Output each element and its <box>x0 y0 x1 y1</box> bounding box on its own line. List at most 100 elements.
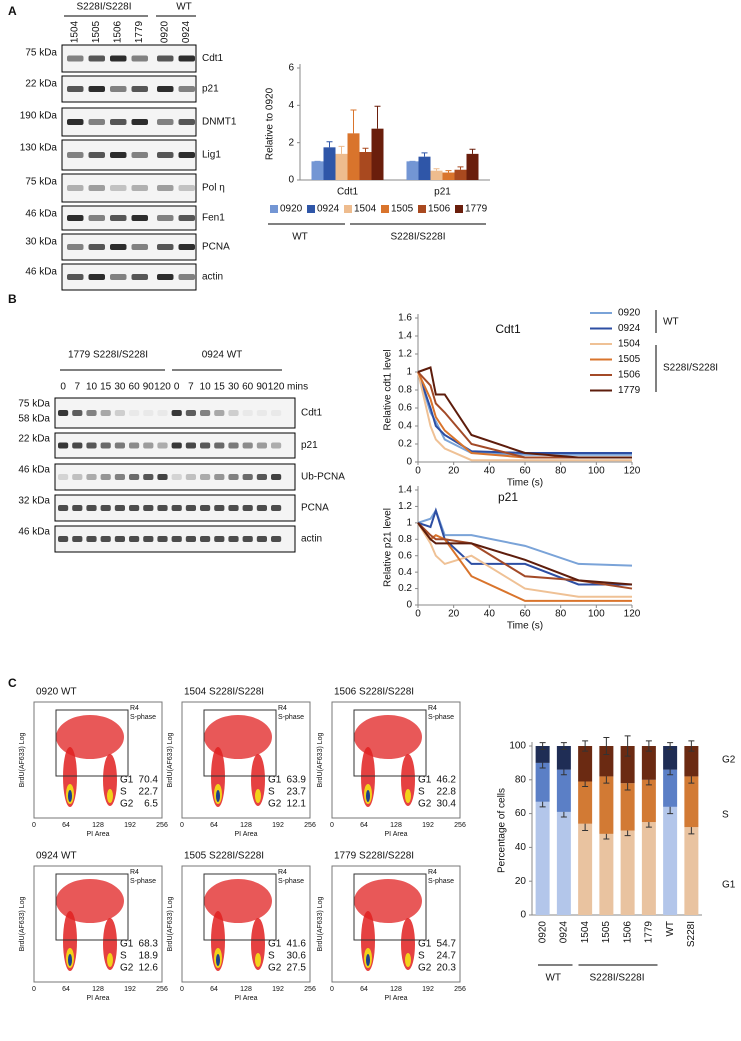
time-label: 60 <box>242 382 254 393</box>
y-axis-label: Relative to 0920 <box>265 87 276 160</box>
blot-band <box>131 55 148 62</box>
flow-gate <box>55 709 129 777</box>
x-tick-label: 120 <box>624 466 641 477</box>
blot-band <box>100 442 111 449</box>
gate-name: R4 <box>130 869 139 876</box>
flow-dots <box>251 754 265 806</box>
bar-segment <box>535 762 550 802</box>
flow-title: 0924 WT <box>36 851 77 862</box>
blot-frame <box>61 173 197 203</box>
y-tick-label: 0 <box>406 600 412 611</box>
blot-band <box>228 505 239 511</box>
x-tick-label: 128 <box>390 986 402 993</box>
blot-band <box>67 86 84 92</box>
time-label: 90 <box>256 382 268 393</box>
blot-band <box>100 474 111 480</box>
legend-label: 1779 <box>618 385 641 396</box>
blot-band <box>214 474 225 480</box>
panel-label: B <box>8 292 17 306</box>
line <box>417 371 632 462</box>
blot-band <box>271 505 282 511</box>
flow-dots <box>401 918 415 970</box>
blot-frame <box>61 139 197 171</box>
flow-dots <box>103 918 117 970</box>
phase-value: 27.5 <box>287 963 307 974</box>
blot-band <box>256 410 267 416</box>
bar <box>466 153 479 180</box>
phase-label: G2 <box>120 799 134 810</box>
flow-dots <box>68 954 72 966</box>
blot-band <box>242 442 253 449</box>
x-tick-label: 40 <box>484 609 496 620</box>
blot-band <box>200 442 211 449</box>
legend-label: 1505 <box>391 204 414 215</box>
y-tick-label: 1.4 <box>398 485 412 496</box>
blot-band <box>86 474 97 480</box>
gate-label: S-phase <box>428 714 454 721</box>
y-tick-label: 100 <box>509 741 526 752</box>
blot-band <box>100 410 111 416</box>
time-label: 60 <box>129 382 141 393</box>
y-tick-label: 1.2 <box>398 349 412 360</box>
time-label: 7 <box>188 382 194 393</box>
bar <box>442 172 455 180</box>
gate-name: R4 <box>428 869 437 876</box>
phase-value: 6.5 <box>144 799 158 810</box>
blot-band <box>143 442 154 449</box>
error-bar <box>362 147 369 152</box>
blot-band <box>228 410 239 416</box>
blot-band <box>143 536 154 542</box>
blot-band <box>178 215 195 221</box>
bar <box>323 147 336 180</box>
error-bar <box>469 148 476 154</box>
x-tick-label: 0 <box>32 822 36 829</box>
x-tick-label: 64 <box>62 822 70 829</box>
x-tick-label: 64 <box>62 986 70 993</box>
protein-label: PCNA <box>301 503 329 514</box>
phase-value: 46.2 <box>437 775 457 786</box>
y-tick-label: 40 <box>515 842 527 853</box>
protein-label: Cdt1 <box>301 408 323 419</box>
group-label: S228I/S228I <box>589 973 644 984</box>
marker-label: 75 kDa <box>25 48 57 59</box>
x-tick-label: 256 <box>156 822 168 829</box>
x-tick-label: 192 <box>124 822 136 829</box>
line <box>417 371 632 459</box>
x-tick-label: 256 <box>454 986 466 993</box>
panel-label: A <box>8 4 17 18</box>
blot-band <box>100 505 111 511</box>
legend-label: 0920 <box>280 204 303 215</box>
x-tick-label: 192 <box>422 986 434 993</box>
unit-label: mins <box>287 382 308 393</box>
blot-band <box>114 410 125 416</box>
line <box>417 522 632 598</box>
blot-band <box>58 442 69 449</box>
blot-band <box>114 536 125 542</box>
error-bar <box>374 105 381 129</box>
time-label: 90 <box>143 382 155 393</box>
time-label: 15 <box>214 382 226 393</box>
marker-label: 22 kDa <box>25 79 57 90</box>
error-bar <box>539 742 546 750</box>
x-tick-label: 0 <box>32 986 36 993</box>
legend-swatch <box>381 205 389 213</box>
bar <box>311 161 324 180</box>
legend-label: 0920 <box>618 308 641 319</box>
gate-name: R4 <box>278 705 287 712</box>
bar-segment <box>599 746 614 777</box>
phase-label: S <box>418 951 425 962</box>
blot-band <box>185 410 196 416</box>
blot-band <box>110 55 127 62</box>
blot-band <box>88 185 105 191</box>
blot-band <box>157 215 174 221</box>
phase-label: S <box>120 951 127 962</box>
bar-segment <box>620 783 635 831</box>
y-tick-label: 80 <box>515 774 527 785</box>
blot-band <box>171 474 182 480</box>
gate-label: S-phase <box>278 714 304 721</box>
blot-band <box>72 505 83 511</box>
error-bar <box>624 735 631 757</box>
blot-band <box>72 536 83 542</box>
y-axis-label: BrdU(AF633) Log <box>317 896 324 951</box>
x-tick-label: 120 <box>624 609 641 620</box>
